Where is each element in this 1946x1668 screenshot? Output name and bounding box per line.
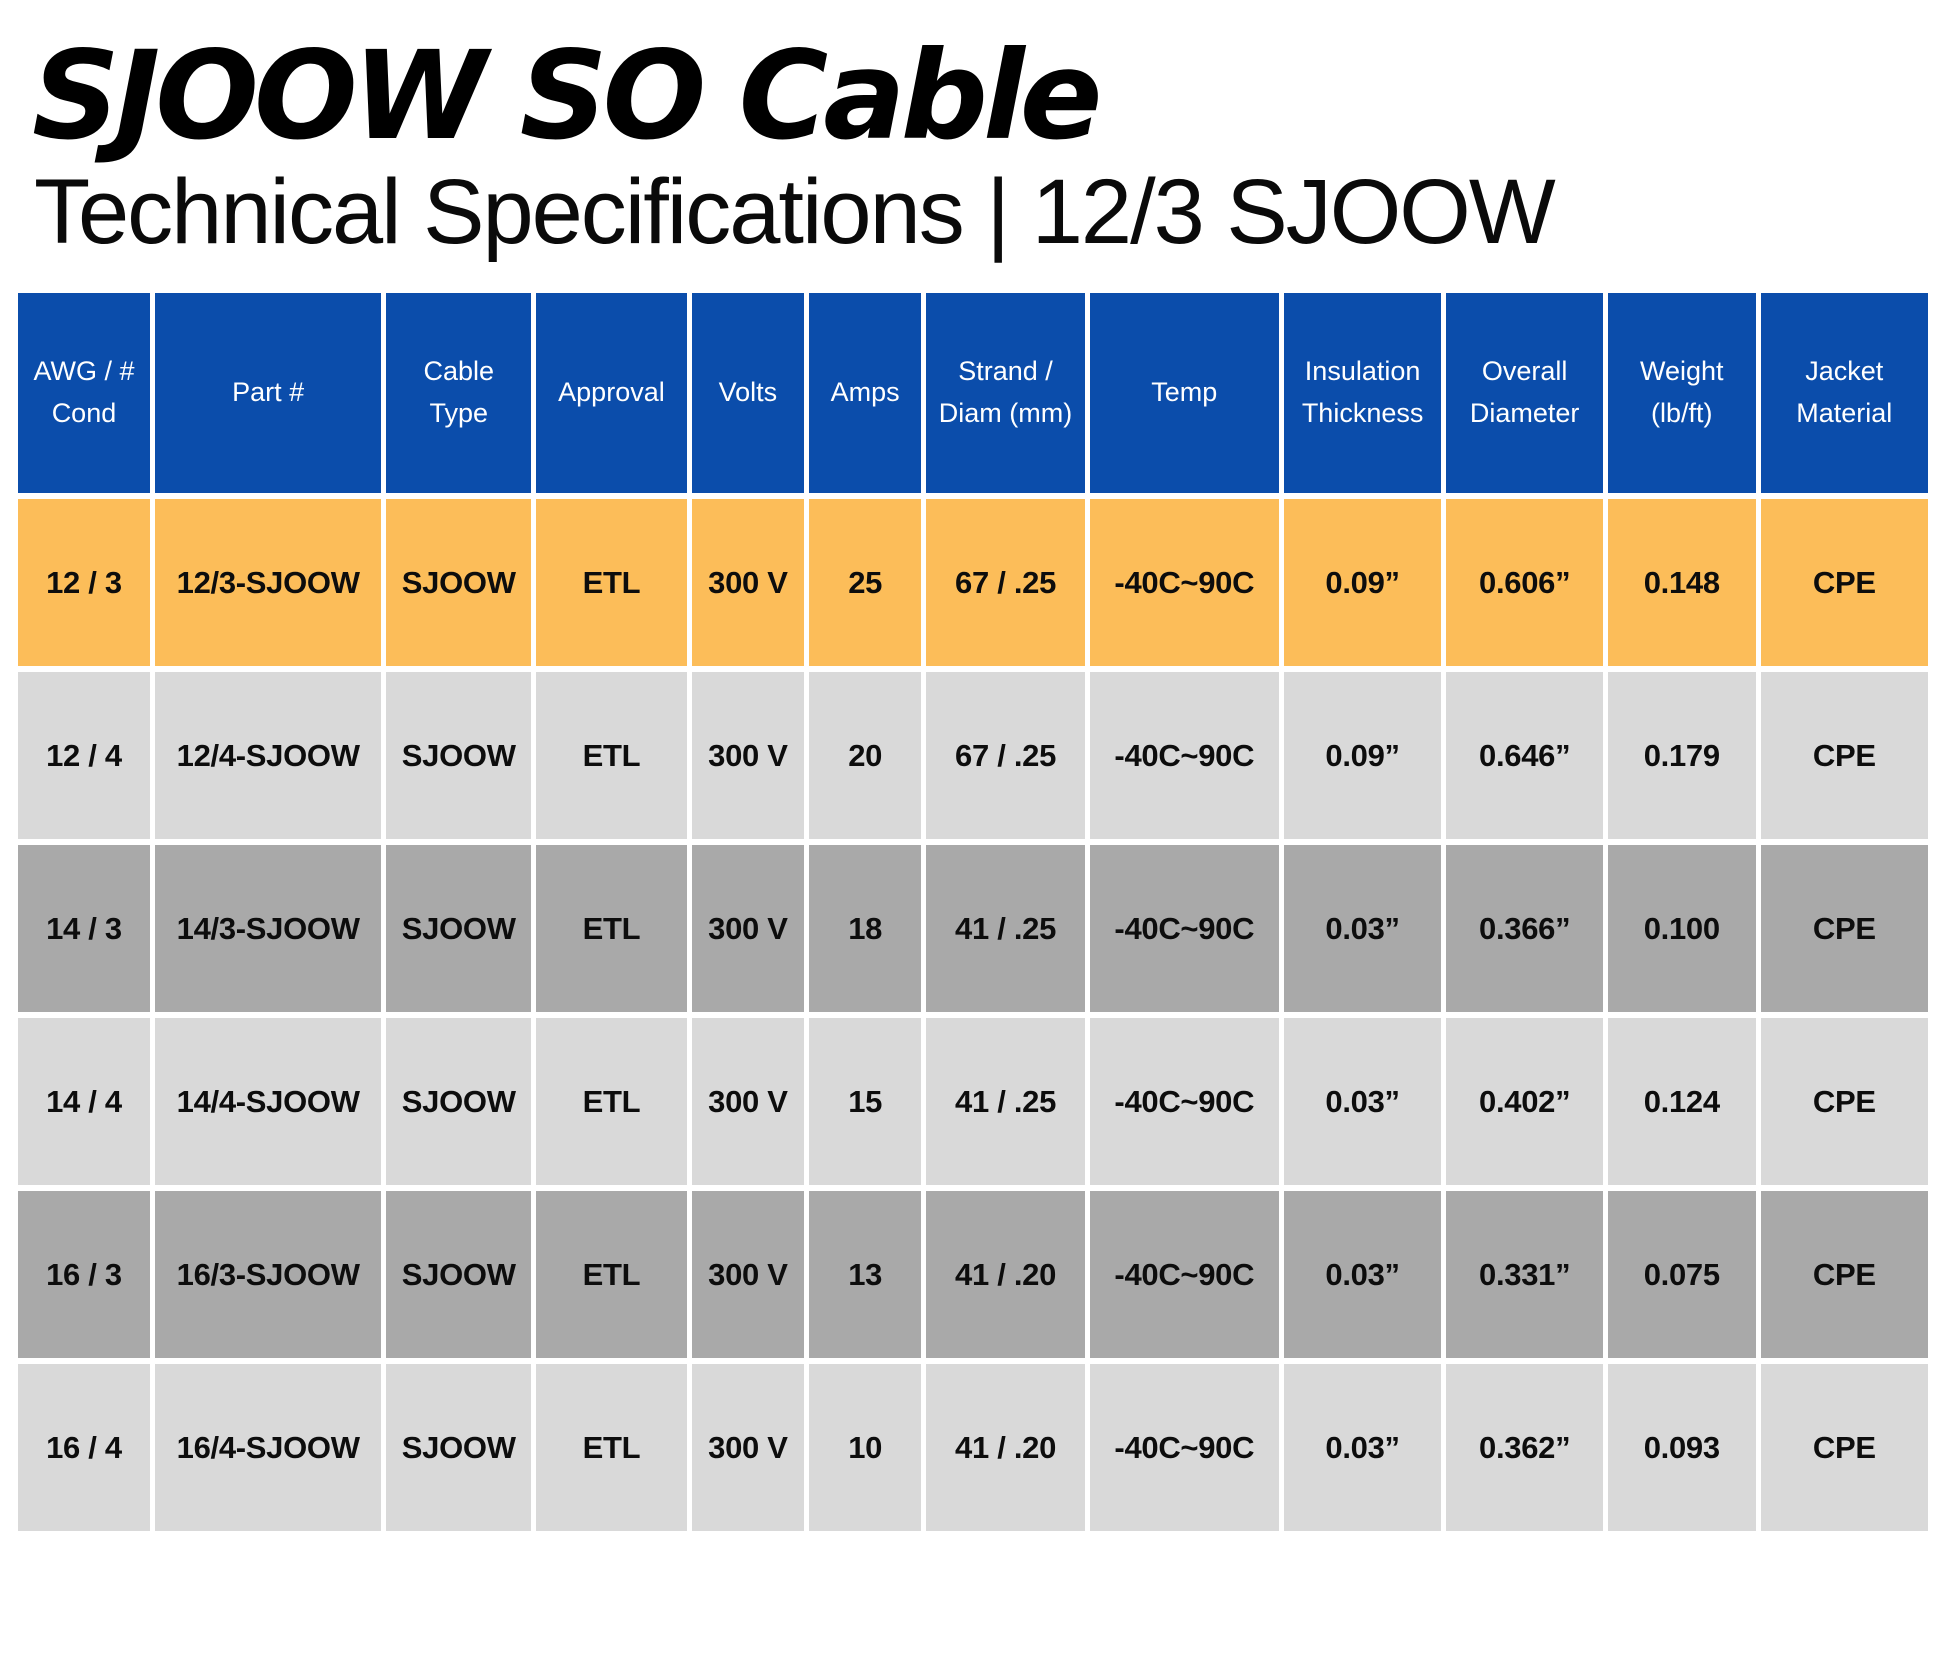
table-cell: CPE [1760, 1364, 1928, 1532]
table-cell: 300 V [691, 845, 805, 1013]
table-cell: SJOOW [386, 1364, 532, 1532]
table-cell: -40C~90C [1089, 499, 1279, 667]
table-cell: -40C~90C [1089, 672, 1279, 840]
table-cell: 300 V [691, 499, 805, 667]
table-cell: 0.03” [1283, 1364, 1442, 1532]
column-header-insulation-thickness: Insulation Thickness [1283, 293, 1442, 494]
table-cell: 0.179 [1607, 672, 1756, 840]
table-cell: 12 / 4 [18, 672, 150, 840]
table-cell: 12/3-SJOOW [154, 499, 382, 667]
table-cell: 0.366” [1446, 845, 1603, 1013]
table-cell: SJOOW [386, 672, 532, 840]
table-cell: -40C~90C [1089, 1364, 1279, 1532]
table-cell: 0.03” [1283, 1018, 1442, 1186]
table-cell: 67 / .25 [926, 499, 1085, 667]
table-cell: 12 / 3 [18, 499, 150, 667]
table-cell: SJOOW [386, 845, 532, 1013]
table-cell: 14 / 3 [18, 845, 150, 1013]
column-header-awg-cond: AWG / # Cond [18, 293, 150, 494]
table-cell: SJOOW [386, 1191, 532, 1359]
table-cell: 300 V [691, 1364, 805, 1532]
table-cell: CPE [1760, 845, 1928, 1013]
table-cell: SJOOW [386, 1018, 532, 1186]
table-cell: 16/3-SJOOW [154, 1191, 382, 1359]
table-cell: 41 / .20 [926, 1191, 1085, 1359]
table-cell: 300 V [691, 672, 805, 840]
table-cell: 13 [809, 1191, 922, 1359]
column-header-weight: Weight (lb/ft) [1607, 293, 1756, 494]
table-cell: 0.03” [1283, 845, 1442, 1013]
column-header-volts: Volts [691, 293, 805, 494]
table-cell: 25 [809, 499, 922, 667]
column-header-amps: Amps [809, 293, 922, 494]
table-cell: 0.03” [1283, 1191, 1442, 1359]
table-cell: -40C~90C [1089, 1191, 1279, 1359]
page-title: SJOOW SO Cable [32, 25, 1103, 167]
column-header-temp: Temp [1089, 293, 1279, 494]
table-cell: ETL [536, 499, 687, 667]
table-cell: SJOOW [386, 499, 532, 667]
table-cell: 16 / 4 [18, 1364, 150, 1532]
table-cell: -40C~90C [1089, 1018, 1279, 1186]
table-cell: 0.331” [1446, 1191, 1603, 1359]
table-cell: 41 / .25 [926, 845, 1085, 1013]
table-cell: 0.362” [1446, 1364, 1603, 1532]
table-cell: 10 [809, 1364, 922, 1532]
table-cell: 300 V [691, 1018, 805, 1186]
table-cell: 14/3-SJOOW [154, 845, 382, 1013]
table-cell: 0.646” [1446, 672, 1603, 840]
table-cell: 0.148 [1607, 499, 1756, 667]
table-cell: 0.100 [1607, 845, 1756, 1013]
table-cell: 0.075 [1607, 1191, 1756, 1359]
spec-table: AWG / # Cond Part # Cable Type Approval … [18, 293, 1928, 1532]
table-cell: 300 V [691, 1191, 805, 1359]
table-cell: CPE [1760, 1018, 1928, 1186]
table-cell: 67 / .25 [926, 672, 1085, 840]
table-cell: 20 [809, 672, 922, 840]
column-header-jacket-material: Jacket Material [1760, 293, 1928, 494]
table-cell: 16 / 3 [18, 1191, 150, 1359]
table-cell: 14 / 4 [18, 1018, 150, 1186]
table-cell: -40C~90C [1089, 845, 1279, 1013]
table-cell: 15 [809, 1018, 922, 1186]
table-cell: 16/4-SJOOW [154, 1364, 382, 1532]
table-cell: ETL [536, 1364, 687, 1532]
table-cell: 0.606” [1446, 499, 1603, 667]
table-cell: CPE [1760, 1191, 1928, 1359]
column-header-overall-diameter: Overall Diameter [1446, 293, 1603, 494]
table-cell: ETL [536, 1191, 687, 1359]
table-cell: 0.093 [1607, 1364, 1756, 1532]
table-cell: 12/4-SJOOW [154, 672, 382, 840]
table-cell: 18 [809, 845, 922, 1013]
column-header-part: Part # [154, 293, 382, 494]
table-cell: ETL [536, 845, 687, 1013]
table-cell: 14/4-SJOOW [154, 1018, 382, 1186]
table-cell: 0.402” [1446, 1018, 1603, 1186]
table-cell: 41 / .25 [926, 1018, 1085, 1186]
page-subtitle: Technical Specifications | 12/3 SJOOW [34, 161, 1556, 264]
table-cell: ETL [536, 1018, 687, 1186]
table-cell: ETL [536, 672, 687, 840]
column-header-strand-diam: Strand / Diam (mm) [926, 293, 1085, 494]
table-cell: 0.09” [1283, 499, 1442, 667]
table-cell: 0.124 [1607, 1018, 1756, 1186]
table-cell: CPE [1760, 672, 1928, 840]
table-cell: 41 / .20 [926, 1364, 1085, 1532]
table-cell: 0.09” [1283, 672, 1442, 840]
column-header-approval: Approval [536, 293, 687, 494]
table-cell: CPE [1760, 499, 1928, 667]
column-header-cable-type: Cable Type [386, 293, 532, 494]
